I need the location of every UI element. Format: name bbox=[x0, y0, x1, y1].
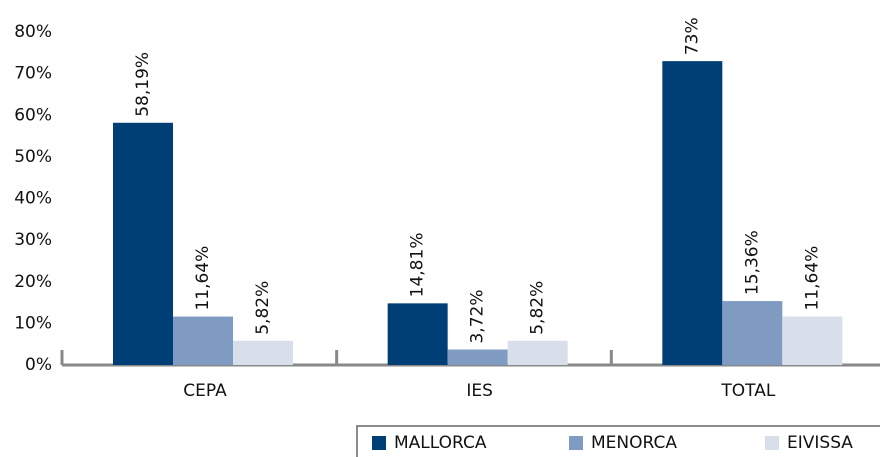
bar bbox=[387, 303, 448, 365]
value-label: 15,36% bbox=[742, 230, 762, 295]
legend-swatch bbox=[372, 436, 386, 450]
x-tick-label: IES bbox=[466, 381, 493, 401]
y-tick-label: 20% bbox=[14, 272, 52, 292]
x-tick-label: TOTAL bbox=[720, 381, 775, 401]
bar bbox=[173, 316, 233, 365]
value-label: 11,64% bbox=[802, 246, 822, 311]
y-tick-label: 0% bbox=[25, 355, 52, 375]
legend-label: MALLORCA bbox=[394, 433, 487, 453]
bar bbox=[113, 122, 173, 366]
y-tick-label: 40% bbox=[14, 189, 52, 209]
legend-swatch bbox=[569, 436, 583, 450]
legend-swatch bbox=[765, 436, 779, 450]
y-tick-label: 10% bbox=[14, 313, 52, 333]
y-tick-label: 80% bbox=[14, 22, 52, 42]
value-label: 73% bbox=[682, 17, 702, 55]
bar bbox=[662, 61, 723, 365]
bar bbox=[782, 316, 843, 365]
legend-frame bbox=[356, 425, 880, 457]
value-label: 3,72% bbox=[468, 289, 488, 343]
legend-label: MENORCA bbox=[591, 433, 677, 453]
x-tick-label: CEPA bbox=[183, 381, 227, 401]
y-tick-label: 50% bbox=[14, 147, 52, 167]
bar bbox=[447, 349, 508, 365]
y-tick-label: 60% bbox=[14, 105, 52, 125]
bar bbox=[233, 340, 293, 365]
bar bbox=[507, 340, 568, 365]
value-label: 5,82% bbox=[528, 281, 548, 335]
legend-label: EIVISSA bbox=[787, 433, 853, 453]
value-label: 58,19% bbox=[133, 52, 153, 117]
y-tick-label: 30% bbox=[14, 230, 52, 250]
value-label: 14,81% bbox=[408, 233, 428, 298]
value-label: 11,64% bbox=[193, 246, 213, 311]
y-tick-label: 70% bbox=[14, 64, 52, 84]
value-label: 5,82% bbox=[253, 281, 273, 335]
bar bbox=[722, 301, 783, 365]
